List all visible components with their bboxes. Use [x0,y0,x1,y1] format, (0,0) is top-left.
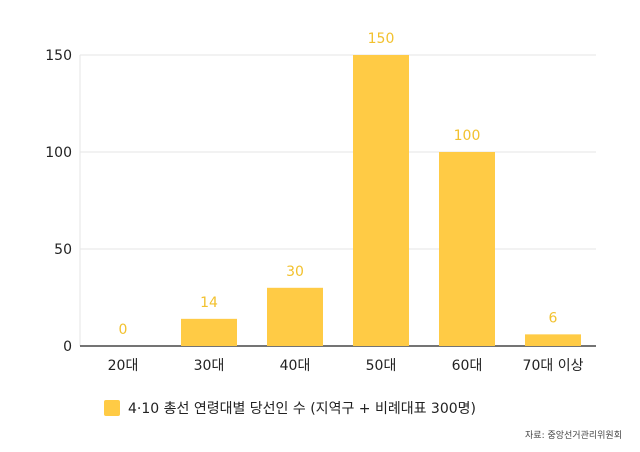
data-label: 6 [549,310,558,326]
source-note: 자료: 중앙선거관리위원회 [525,431,622,441]
y-tick-label: 150 [45,48,72,64]
bar [525,334,581,346]
y-tick-label: 50 [54,242,72,258]
x-tick-label: 40대 [280,358,311,374]
x-tick-label: 30대 [194,358,225,374]
y-tick-label: 100 [45,145,72,161]
bar [353,55,409,346]
y-tick-label: 0 [63,339,72,355]
data-label: 30 [286,264,304,280]
bars-layer [181,55,581,346]
x-tick-label: 70대 이상 [523,358,584,374]
legend-swatch [104,400,120,416]
data-label: 0 [119,322,128,338]
grid-layer [79,54,596,347]
bar [181,318,237,346]
x-tick-label: 20대 [108,358,139,374]
x-tick-label: 60대 [452,358,483,374]
data-label: 100 [454,128,481,144]
bar [439,152,495,346]
data-label: 150 [368,31,395,47]
x-tick-label: 50대 [366,358,397,374]
bar [267,287,323,346]
data-label: 14 [200,295,218,311]
labels-layer: 0 50 100 150 0 20대 14 30대 30 40대 150 50대 100 60대 6 70대 … [45,31,583,374]
legend: 4·10 총선 연령대별 당선인 수 (지역구 + 비례대표 300명) [104,398,476,418]
legend-label: 4·10 총선 연령대별 당선인 수 (지역구 + 비례대표 300명) [128,401,476,417]
